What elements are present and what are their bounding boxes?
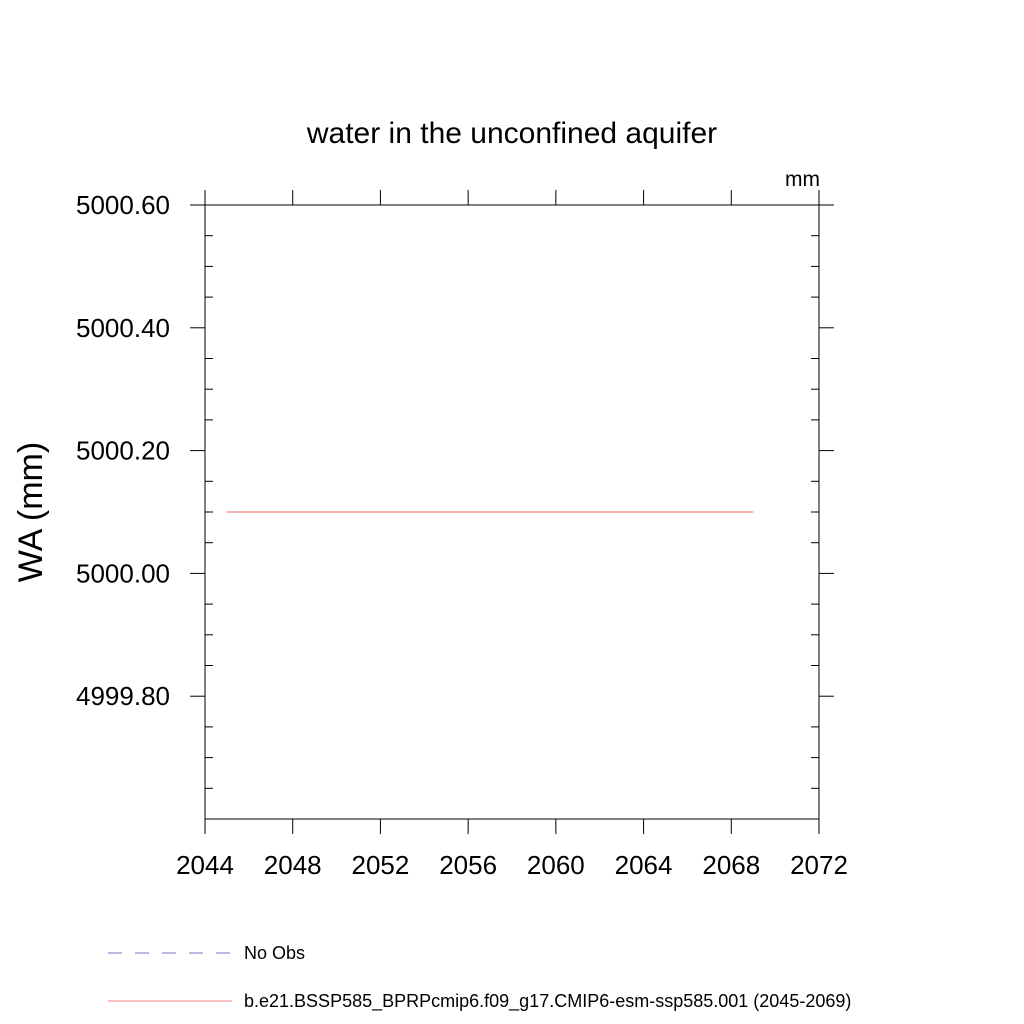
y-tick-label: 5000.20 <box>76 436 170 466</box>
x-tick-label: 2056 <box>439 850 497 880</box>
x-tick-label: 2052 <box>352 850 410 880</box>
x-tick-label: 2048 <box>264 850 322 880</box>
axis-ticks <box>190 190 834 834</box>
x-tick-label: 2064 <box>615 850 673 880</box>
legend: No Obs b.e21.BSSP585_BPRPcmip6.f09_g17.CM… <box>108 943 851 1012</box>
chart-title: water in the unconfined aquifer <box>306 117 717 150</box>
tick-labels: 2044 2048 2052 2056 2060 2064 2068 2072 4999.80 5… <box>76 190 848 880</box>
y-axis-label: WA (mm) <box>12 442 50 582</box>
units-label: mm <box>785 168 820 191</box>
y-tick-label: 5000.60 <box>76 190 170 220</box>
legend-label: No Obs <box>244 943 305 963</box>
y-tick-label: 4999.80 <box>76 681 170 711</box>
x-tick-label: 2072 <box>790 850 848 880</box>
y-tick-label: 5000.40 <box>76 313 170 343</box>
legend-label: b.e21.BSSP585_BPRPcmip6.f09_g17.CMIP6-es… <box>244 991 851 1012</box>
x-tick-label: 2068 <box>702 850 760 880</box>
x-tick-label: 2060 <box>527 850 585 880</box>
y-tick-label: 5000.00 <box>76 558 170 588</box>
x-tick-label: 2044 <box>176 850 234 880</box>
